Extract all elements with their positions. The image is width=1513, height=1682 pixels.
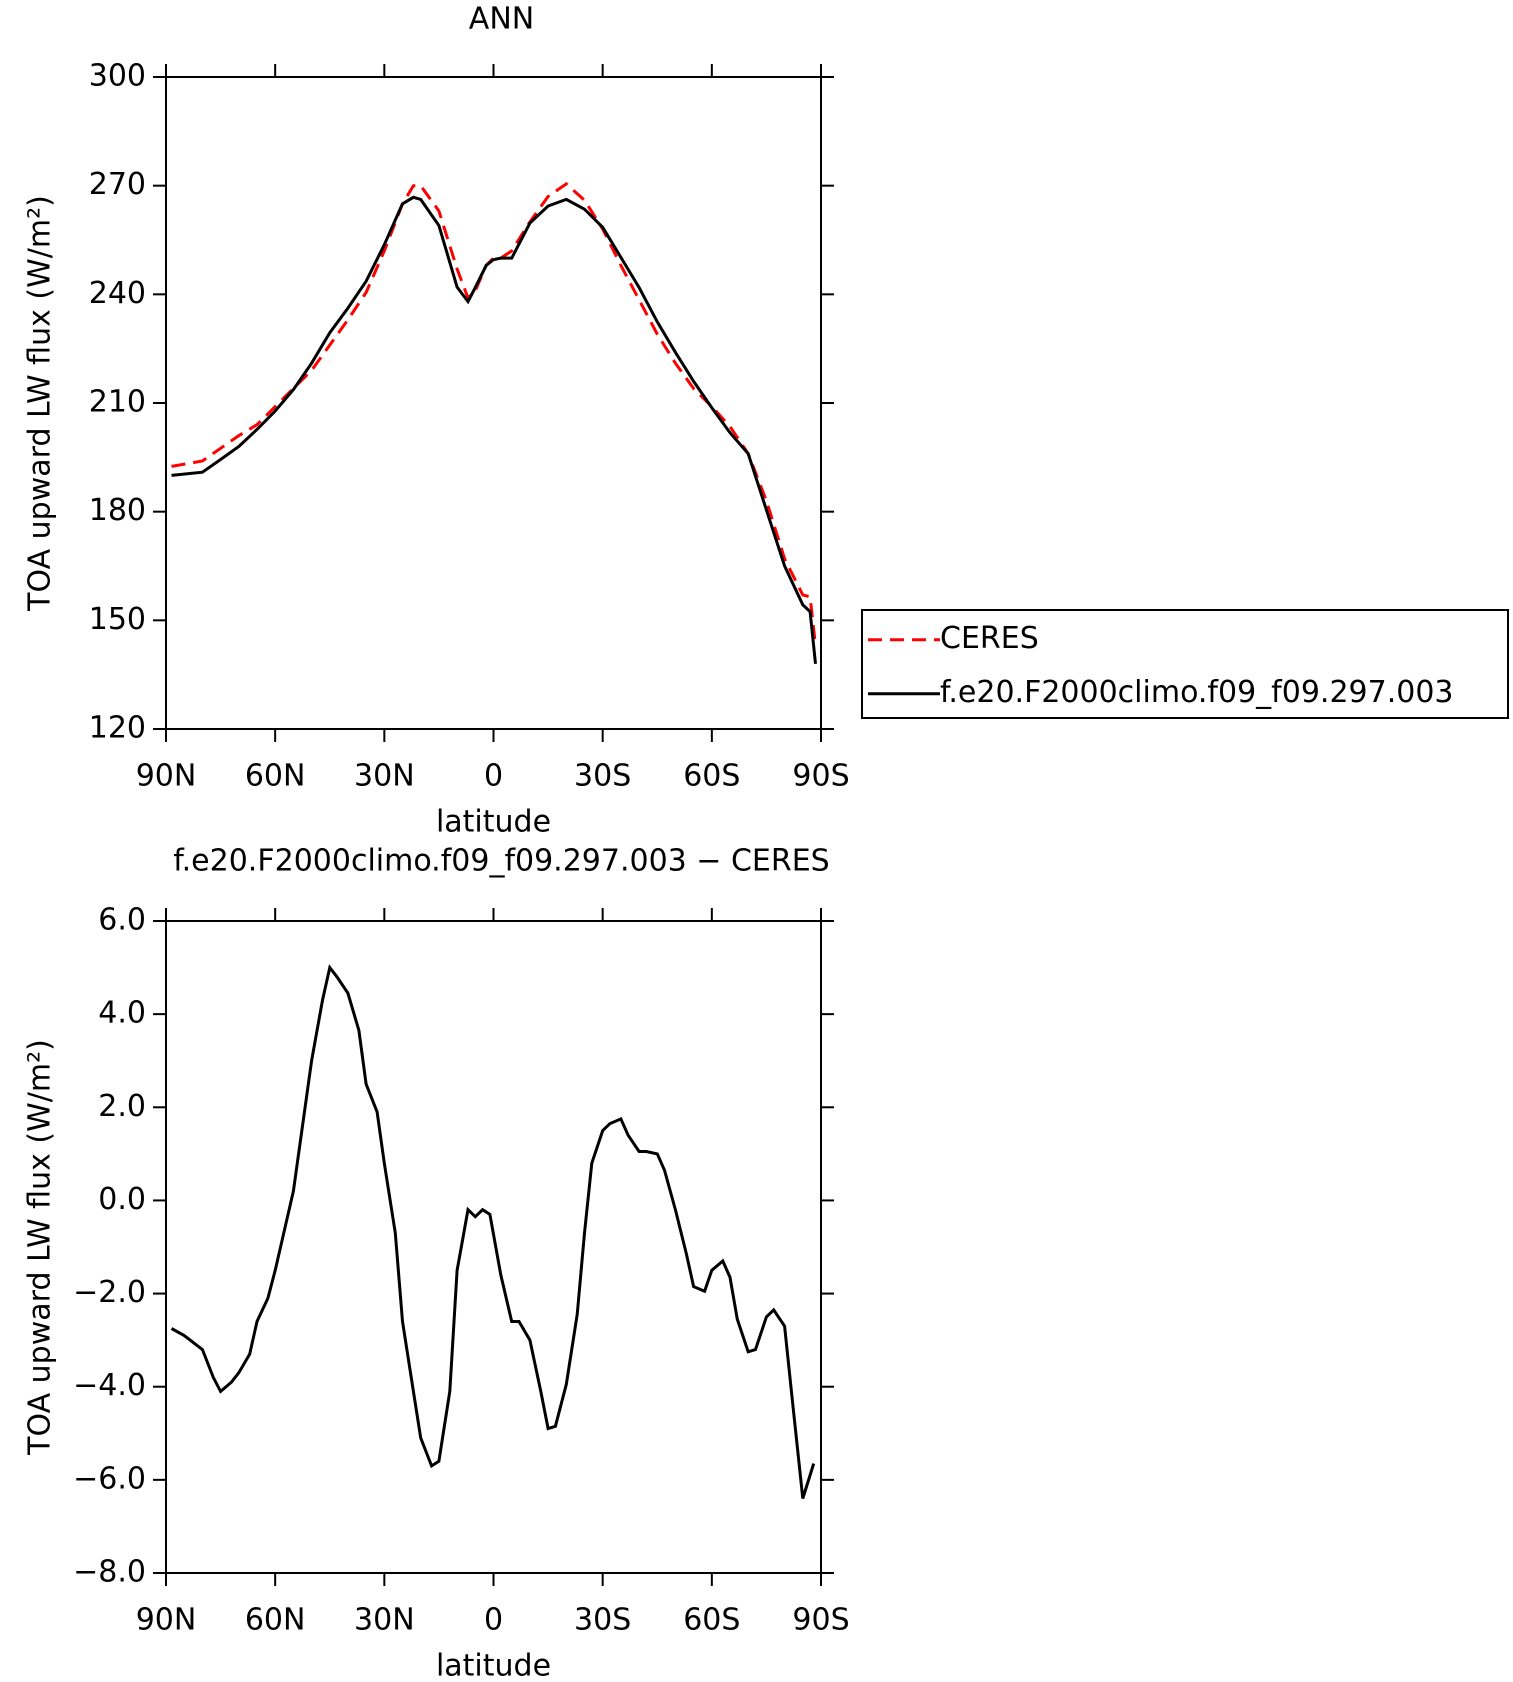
y-tick-label: 6.0: [98, 903, 146, 938]
x-tick-label: 90S: [792, 1603, 849, 1638]
x-tick-label: 90N: [136, 1603, 197, 1638]
chart-title: ANN: [469, 2, 534, 37]
y-tick-label: 240: [89, 276, 146, 311]
x-tick-label: 60N: [245, 759, 306, 794]
x-tick-label: 30N: [354, 1603, 415, 1638]
y-tick-label: −6.0: [73, 1461, 146, 1496]
x-tick-label: 60S: [683, 759, 740, 794]
y-tick-label: −2.0: [73, 1275, 146, 1310]
y-tick-label: 300: [89, 59, 146, 94]
chart-title: f.e20.F2000climo.f09_f09.297.003 − CERES: [173, 844, 829, 879]
y-tick-label: 150: [89, 602, 146, 637]
legend-label: f.e20.F2000climo.f09_f09.297.003: [940, 675, 1454, 710]
y-tick-label: 180: [89, 493, 146, 528]
x-axis-label: latitude: [436, 805, 551, 840]
y-axis-label: TOA upward LW flux (W/m²): [23, 195, 58, 612]
data-line: [170, 964, 816, 1499]
y-axis-label: TOA upward LW flux (W/m²): [23, 1039, 58, 1456]
y-tick-label: −4.0: [73, 1368, 146, 1403]
x-tick-label: 0: [484, 1603, 503, 1638]
x-tick-label: 0: [484, 759, 503, 794]
x-tick-label: 60S: [683, 1603, 740, 1638]
legend-label: CERES: [940, 621, 1039, 656]
y-tick-label: 210: [89, 385, 146, 420]
plot-frame: [165, 920, 822, 1574]
y-tick-label: 0.0: [98, 1182, 146, 1217]
y-tick-label: 2.0: [98, 1089, 146, 1124]
x-tick-label: 90N: [136, 759, 197, 794]
x-tick-label: 90S: [792, 759, 849, 794]
x-tick-label: 60N: [245, 1603, 306, 1638]
data-line: [171, 181, 817, 646]
x-tick-label: 30S: [574, 1603, 631, 1638]
x-tick-label: 30S: [574, 759, 631, 794]
x-axis-label: latitude: [436, 1649, 551, 1682]
y-tick-label: 270: [89, 167, 146, 202]
y-tick-label: 4.0: [98, 996, 146, 1031]
legend-box: [861, 609, 1509, 719]
plot-frame: [165, 76, 822, 730]
y-tick-label: 120: [89, 711, 146, 746]
data-line: [171, 195, 817, 664]
y-tick-label: −8.0: [73, 1555, 146, 1590]
x-tick-label: 30N: [354, 759, 415, 794]
